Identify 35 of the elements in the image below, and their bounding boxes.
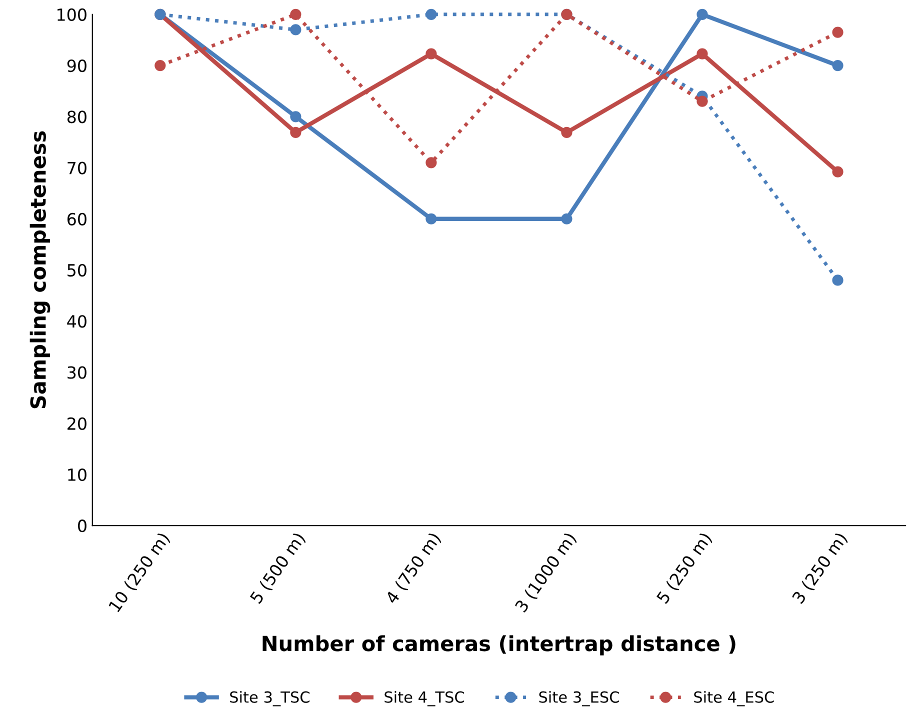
y-tick-label: 0 — [78, 520, 86, 532]
y-tick-label: 40 — [67, 315, 86, 328]
legend-label: Site 3_TSC — [230, 691, 310, 706]
point — [290, 24, 302, 36]
point — [426, 213, 437, 224]
y-tick-label: 30 — [68, 366, 86, 379]
point — [290, 8, 302, 20]
y-tick-label: 10 — [68, 468, 86, 482]
point — [426, 8, 437, 20]
y-tick-label: 70 — [68, 162, 86, 174]
y-tick-label: 60 — [67, 212, 86, 226]
y-tick-label: 50 — [68, 264, 86, 277]
point — [154, 60, 166, 72]
point — [832, 166, 844, 178]
point — [832, 26, 844, 38]
point — [290, 111, 302, 122]
legend-label: Site 3_ESC — [539, 691, 619, 706]
point — [832, 60, 844, 72]
y-axis-title: Sampling completeness — [30, 131, 50, 408]
y-tick-label: 80 — [67, 110, 86, 124]
point — [561, 213, 572, 224]
x-axis-title: Number of cameras (intertrap distance ) — [262, 635, 736, 656]
point — [696, 96, 708, 107]
y-tick-label: 20 — [68, 417, 86, 430]
point — [426, 157, 437, 168]
legend-label: Site 4_TSC — [384, 691, 464, 706]
point — [426, 48, 437, 60]
y-tick-label: 90 — [67, 59, 86, 72]
point — [832, 274, 844, 286]
point — [696, 48, 708, 60]
point — [290, 126, 302, 138]
legend-label: Site 4_ESC — [694, 691, 774, 706]
y-tick-label: 100 — [58, 8, 86, 21]
point — [561, 126, 572, 138]
point — [696, 8, 708, 20]
